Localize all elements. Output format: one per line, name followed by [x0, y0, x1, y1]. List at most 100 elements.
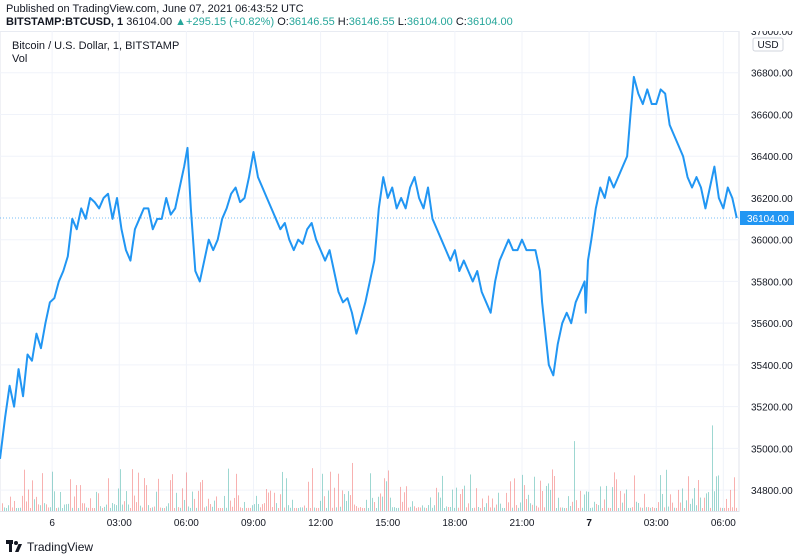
volume-bar — [696, 505, 697, 511]
volume-bar — [590, 507, 591, 511]
price-change: +295.15 (+0.82%) — [186, 16, 275, 28]
volume-bar — [668, 506, 669, 511]
volume-bar — [74, 496, 75, 511]
volume-bar — [210, 504, 211, 511]
volume-bar — [174, 507, 175, 511]
volume-bar — [584, 494, 585, 511]
volume-bar — [70, 479, 71, 511]
volume-bar — [564, 507, 565, 511]
volume-bar — [358, 507, 359, 511]
volume-bar — [312, 468, 313, 511]
volume-bar — [290, 507, 291, 511]
volume-bar — [82, 503, 83, 511]
volume-bar — [502, 507, 503, 511]
volume-bar — [332, 507, 333, 511]
x-tick-label: 03:00 — [107, 518, 132, 529]
volume-bar — [438, 492, 439, 511]
volume-bar — [328, 490, 329, 511]
volume-bar — [666, 469, 667, 511]
volume-bar — [108, 478, 109, 511]
volume-bar — [404, 492, 405, 511]
volume-bar — [396, 507, 397, 511]
volume-bar — [686, 500, 687, 511]
volume-bar — [604, 499, 605, 511]
tradingview-brand[interactable]: TradingView — [6, 539, 93, 555]
price-chart[interactable]: 34800.00 35000.00 35200.00 35400.00 35600.00… — [0, 31, 800, 532]
volume-bar — [714, 491, 715, 511]
plot-frame — [0, 31, 740, 512]
volume-bar — [60, 491, 61, 511]
volume-bar — [344, 494, 345, 511]
volume-bar — [490, 507, 491, 511]
volume-bar — [518, 507, 519, 511]
volume-bar — [576, 500, 577, 511]
volume-bar — [194, 498, 195, 511]
volume-bar — [472, 507, 473, 511]
x-tick-label: 06:00 — [174, 518, 199, 529]
volume-bar — [224, 495, 225, 511]
volume-bar — [48, 507, 49, 511]
last-price-label-bg — [740, 210, 794, 225]
volume-bar — [724, 507, 725, 511]
volume-bar — [30, 507, 31, 511]
close-label: C: — [455, 16, 467, 28]
volume-bar — [188, 506, 189, 511]
volume-bar — [694, 488, 695, 511]
y-tick-label: 36200.00 — [751, 194, 793, 205]
volume-bar — [158, 478, 159, 511]
volume-bar — [462, 489, 463, 511]
volume-bar — [252, 505, 253, 511]
volume-bar — [340, 506, 341, 511]
volume-bar — [54, 491, 55, 511]
volume-bar — [300, 507, 301, 511]
volume-bar — [336, 507, 337, 511]
volume-bar — [460, 494, 461, 511]
y-tick-label: 35600.00 — [751, 319, 793, 330]
volume-bar — [242, 507, 243, 511]
volume-bar — [258, 503, 259, 511]
volume-bar — [424, 507, 425, 511]
x-tick-label: 15:00 — [375, 518, 400, 529]
volume-bar — [388, 470, 389, 511]
volume-bar — [672, 502, 673, 511]
volume-bar — [22, 495, 23, 511]
volume-bar — [384, 478, 385, 511]
volume-bar — [272, 507, 273, 511]
volume-bar — [182, 488, 183, 511]
volume-bar — [72, 507, 73, 511]
volume-bar — [550, 489, 551, 511]
volume-bar — [656, 507, 657, 511]
volume-bar — [98, 493, 99, 511]
volume-bar — [560, 507, 561, 511]
volume-bar — [144, 478, 145, 511]
volume-bar — [678, 489, 679, 511]
volume-bar — [520, 502, 521, 511]
y-tick-label: 34800.00 — [751, 486, 793, 497]
volume-bar — [690, 503, 691, 511]
volume-bar — [400, 486, 401, 511]
volume-bar — [246, 507, 247, 511]
volume-bar — [232, 506, 233, 511]
volume-bar — [178, 507, 179, 511]
low-label: L: — [397, 16, 407, 28]
volume-bar — [682, 488, 683, 511]
volume-bar — [578, 507, 579, 511]
volume-bar — [542, 491, 543, 511]
volume-bar — [24, 469, 25, 511]
volume-bar — [322, 473, 323, 511]
volume-bar — [14, 500, 15, 511]
volume-bar — [592, 507, 593, 511]
chart-area[interactable]: 34800.00 35000.00 35200.00 35400.00 35600.00… — [0, 31, 800, 532]
volume-bar — [420, 507, 421, 511]
volume-bar — [712, 425, 713, 511]
volume-bar — [254, 504, 255, 511]
volume-bar — [92, 507, 93, 511]
volume-bar — [654, 507, 655, 511]
volume-bar — [608, 507, 609, 511]
volume-bar — [136, 502, 137, 511]
volume-bar — [166, 506, 167, 511]
volume-bar — [522, 474, 523, 511]
volume-bar — [180, 507, 181, 511]
volume-bar — [58, 507, 59, 511]
volume-bar — [200, 482, 201, 511]
